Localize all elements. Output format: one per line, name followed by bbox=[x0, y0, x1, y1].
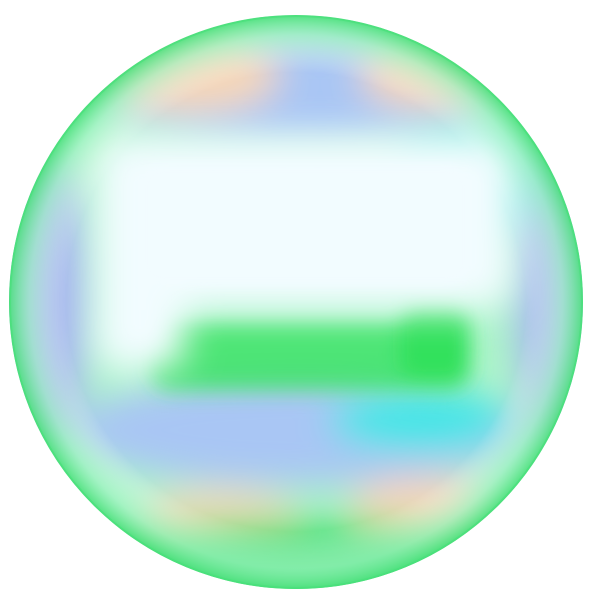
bubble-rim-shading bbox=[9, 15, 583, 589]
